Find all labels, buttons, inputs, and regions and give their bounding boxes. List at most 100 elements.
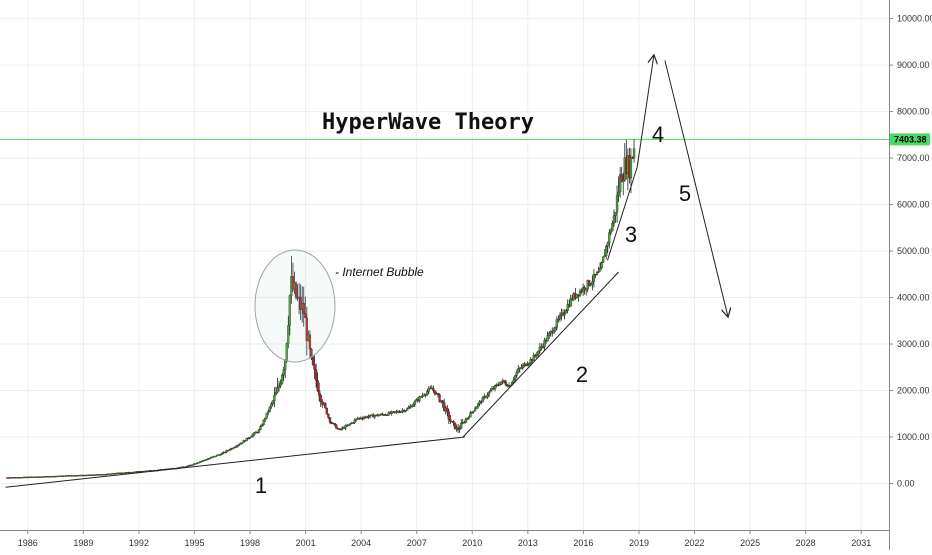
x-tick-label: 1992 xyxy=(129,538,149,548)
candle-body xyxy=(387,412,390,416)
candle-body xyxy=(476,403,480,407)
candle-body xyxy=(344,425,347,429)
candle-body xyxy=(248,437,251,439)
candle-body xyxy=(481,397,484,403)
grid xyxy=(0,0,889,530)
candle-body xyxy=(335,424,338,429)
candle-body xyxy=(585,288,588,291)
candle-body xyxy=(535,354,538,356)
x-tick-label: 2007 xyxy=(407,538,427,548)
candle-body xyxy=(529,359,532,364)
candle-body xyxy=(228,449,231,451)
wave-3-label: 3 xyxy=(625,222,637,247)
y-axis[interactable]: 10000.00 9000.00 8000.00 7000.00 6000.00 5000… xyxy=(889,14,932,489)
candle-body xyxy=(259,426,262,430)
candle-body xyxy=(608,232,611,243)
candle-body xyxy=(311,357,315,365)
candle-body xyxy=(617,191,620,196)
candle-body xyxy=(348,423,352,425)
candle-body xyxy=(609,230,613,233)
candle-body xyxy=(473,408,477,412)
candle-body xyxy=(328,417,332,423)
candle-body xyxy=(602,256,605,263)
candle-body xyxy=(597,271,600,273)
wave-4-label: 4 xyxy=(652,122,664,147)
candle-body xyxy=(353,419,356,423)
candle-body xyxy=(362,417,366,419)
candle-body xyxy=(595,272,599,276)
candle-body xyxy=(271,400,275,404)
candle-body xyxy=(611,223,614,232)
candle-body xyxy=(538,347,542,352)
candle-body xyxy=(418,396,421,401)
candle-body xyxy=(632,148,636,159)
y-tick-label: 2000.00 xyxy=(897,386,930,396)
candle-body xyxy=(555,319,559,328)
candle-body xyxy=(527,363,531,365)
candle-body xyxy=(412,404,415,407)
candle-body xyxy=(500,381,503,385)
candle-body xyxy=(302,303,305,314)
plot-area[interactable] xyxy=(0,0,889,530)
candle-body xyxy=(347,424,350,426)
candle-body xyxy=(268,406,271,412)
candle-body xyxy=(422,394,426,397)
trendlines xyxy=(5,56,728,488)
candle-body xyxy=(543,340,546,348)
candle-body xyxy=(378,414,381,417)
candle-body xyxy=(486,394,489,398)
candle-body xyxy=(333,423,336,425)
candle-body xyxy=(498,384,501,386)
candle-body xyxy=(592,274,596,282)
y-tick-label: 9000.00 xyxy=(897,60,930,70)
candle-body xyxy=(205,459,208,461)
x-tick-label: 2010 xyxy=(462,538,482,548)
candle-body xyxy=(274,392,278,396)
x-tick-label: 2019 xyxy=(629,538,649,548)
wave-2-label: 2 xyxy=(576,362,588,387)
candle-body xyxy=(234,446,237,448)
x-axis[interactable]: 1986 1989 1992 1995 1998 2001 2004 2007 2010 2013… xyxy=(18,530,871,548)
candle-body xyxy=(308,334,312,350)
internet-bubble-label: - Internet Bubble xyxy=(335,265,424,279)
candle-body xyxy=(287,325,290,344)
candle-body xyxy=(493,385,497,389)
candle-body xyxy=(578,290,582,297)
candle-body xyxy=(532,355,535,361)
candle-body xyxy=(612,215,616,224)
candle-body xyxy=(470,411,474,414)
candle-body xyxy=(622,179,625,183)
candle-body xyxy=(487,391,491,396)
candle-body xyxy=(615,195,619,213)
candle-body xyxy=(324,403,327,409)
candle-body xyxy=(240,442,244,444)
candle-body xyxy=(279,382,282,386)
candle-body xyxy=(598,267,602,272)
candle-body xyxy=(475,406,478,409)
candle-body xyxy=(606,242,609,247)
candle-body xyxy=(600,262,603,269)
wave-1-label: 1 xyxy=(255,473,267,498)
y-tick-label: 0.00 xyxy=(897,479,915,489)
y-tick-label: 3000.00 xyxy=(897,339,930,349)
candle-body xyxy=(219,454,222,456)
candle-body xyxy=(419,396,423,398)
candle-body xyxy=(432,388,435,391)
candle-body xyxy=(351,422,355,424)
candle-body xyxy=(557,318,560,321)
candle-body xyxy=(537,350,540,355)
wave-3-line xyxy=(607,167,638,261)
candle-body xyxy=(284,360,287,371)
candle-body xyxy=(503,380,506,383)
candle-body xyxy=(273,394,276,402)
candle-body xyxy=(200,460,204,463)
wave-1-line xyxy=(5,436,465,488)
x-tick-label: 2028 xyxy=(796,538,816,548)
candle-body xyxy=(460,423,463,429)
candle-body xyxy=(521,365,525,368)
candle-body xyxy=(277,385,281,388)
y-tick-label: 1000.00 xyxy=(897,432,930,442)
candle-body xyxy=(552,330,555,334)
